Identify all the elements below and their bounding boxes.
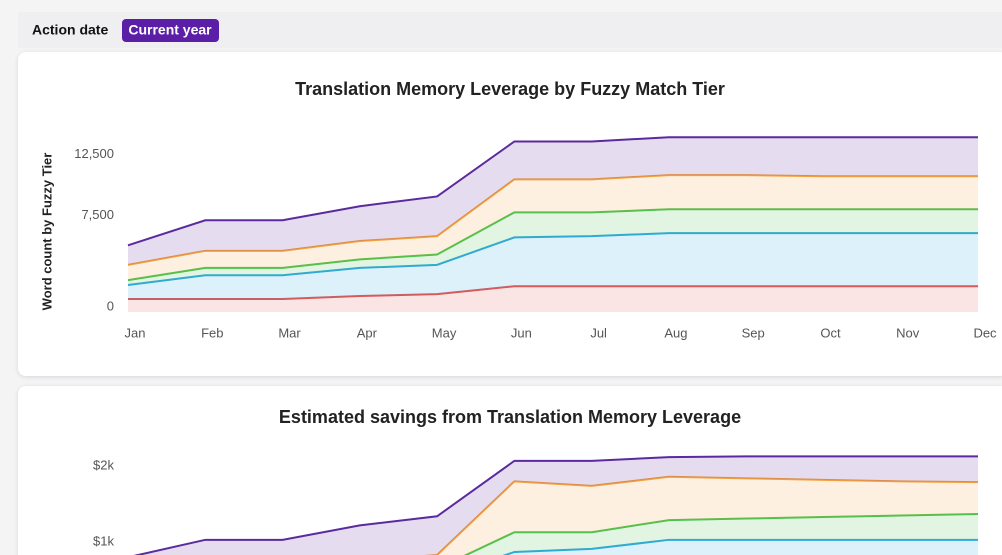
area-fill (505, 539, 978, 555)
area-line (128, 285, 978, 301)
area-fill (128, 233, 978, 300)
y-tick-label: 7,500 (81, 207, 114, 222)
x-tick-label: Jul (590, 325, 607, 340)
area-fill (128, 209, 978, 286)
y-tick-label: 0 (107, 298, 114, 313)
area-fill (138, 456, 978, 555)
area-line (127, 174, 978, 266)
x-tick-label: Apr (357, 325, 378, 340)
area-line (127, 232, 978, 287)
y-tick-label: $1k (93, 534, 114, 549)
x-tick-label: Mar (278, 325, 301, 340)
area-line (502, 538, 978, 555)
chart-title: Estimated savings from Translation Memor… (279, 407, 741, 427)
area-line (133, 455, 978, 555)
filter-label: Action date (32, 22, 108, 38)
y-tick-label: 12,500 (74, 146, 114, 161)
x-tick-label: Jan (125, 325, 146, 340)
x-tick-label: Aug (664, 325, 687, 340)
area-fill (128, 137, 978, 265)
x-tick-label: Oct (820, 325, 841, 340)
x-tick-label: Feb (201, 325, 223, 340)
filter-value[interactable]: Current year (128, 22, 212, 38)
chart-card (18, 386, 1002, 555)
filter-chip[interactable] (122, 19, 219, 42)
chart-title: Translation Memory Leverage by Fuzzy Mat… (295, 79, 725, 99)
area-line (127, 136, 978, 247)
y-axis-label: Word count by Fuzzy Tier (39, 153, 54, 311)
x-tick-label: May (432, 325, 457, 340)
x-tick-label: Dec (973, 325, 997, 340)
area-fill (128, 286, 978, 312)
x-tick-label: Sep (742, 325, 765, 340)
area-fill (128, 175, 978, 281)
area-fill (437, 476, 978, 555)
area-line (463, 513, 979, 555)
y-tick-label: $2k (93, 458, 114, 473)
x-tick-label: Nov (896, 325, 920, 340)
area-line (127, 208, 978, 282)
area-line (424, 475, 979, 555)
x-tick-label: Jun (511, 325, 532, 340)
area-fill (466, 514, 978, 555)
